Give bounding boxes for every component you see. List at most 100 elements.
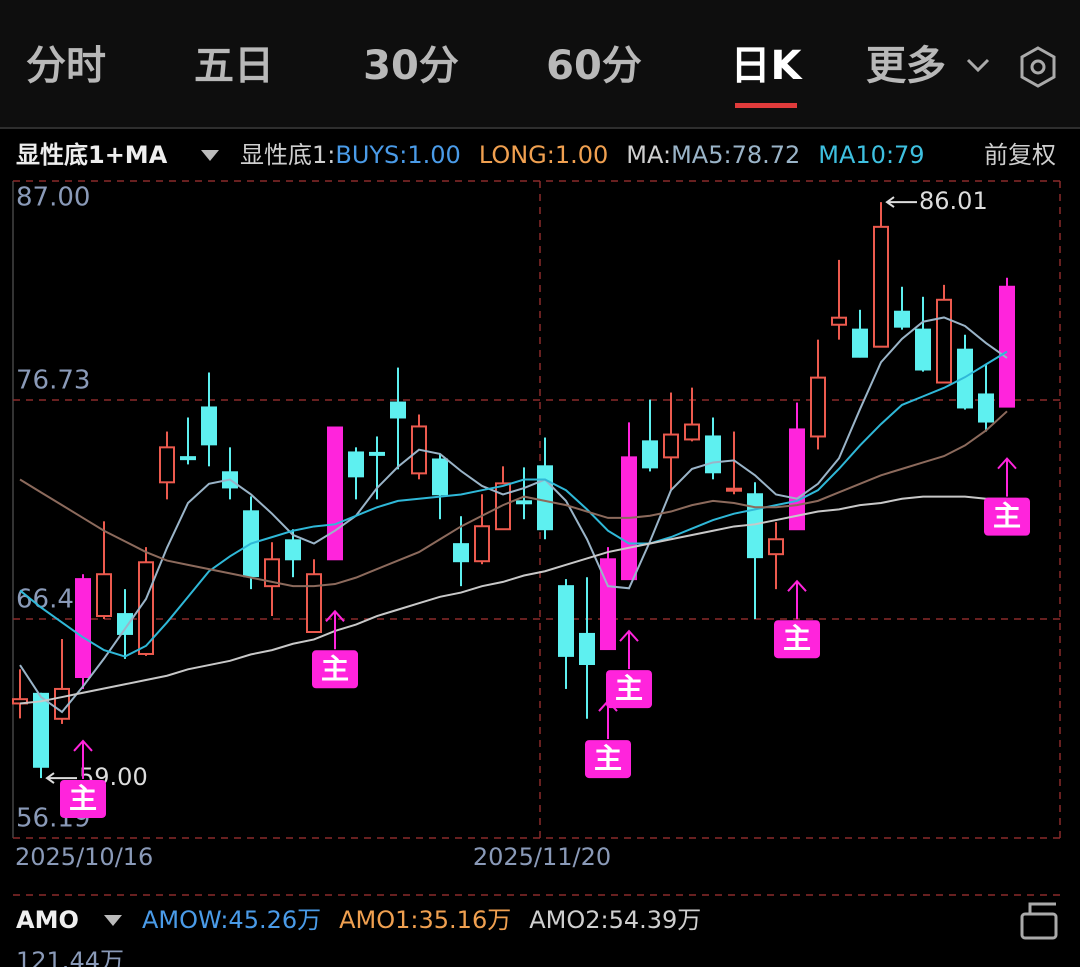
adjust-mode[interactable]: 前复权 bbox=[984, 141, 1056, 169]
candle-body bbox=[306, 573, 322, 634]
signal-arrowhead bbox=[787, 579, 807, 592]
indicator-name[interactable]: 显性底1+MA bbox=[16, 141, 168, 169]
candle-body bbox=[159, 446, 175, 484]
indicator-value: LONG:1.00 bbox=[479, 141, 608, 169]
candle-body bbox=[684, 423, 700, 441]
candle-body bbox=[33, 692, 49, 768]
candle-body bbox=[180, 456, 196, 461]
candle-body bbox=[558, 585, 574, 657]
tab[interactable]: 分时 bbox=[26, 43, 106, 89]
tab-underline bbox=[735, 103, 797, 108]
signal-badge bbox=[774, 620, 820, 659]
candle-body bbox=[663, 433, 679, 459]
tab[interactable]: 30分 bbox=[363, 43, 459, 89]
signal-badge bbox=[606, 670, 652, 709]
candle-body bbox=[978, 393, 994, 423]
y-tick-label: 76.73 bbox=[16, 366, 90, 396]
candle-body bbox=[600, 558, 616, 651]
signal-badge bbox=[60, 779, 106, 818]
expand-box bbox=[1020, 912, 1058, 940]
tab[interactable]: 更多 bbox=[866, 43, 946, 89]
expand-corner bbox=[1028, 902, 1056, 914]
indicator-value: AMO2:54.39万 bbox=[529, 906, 701, 934]
extreme-label: 86.01 bbox=[919, 187, 988, 215]
candle-body bbox=[726, 487, 742, 492]
more-chevron[interactable] bbox=[966, 58, 990, 73]
x-tick-label: 2025/11/20 bbox=[473, 843, 611, 871]
indicator-value: BUYS:1.00 bbox=[335, 141, 460, 169]
candle-body bbox=[642, 440, 658, 469]
extreme-arrowhead bbox=[885, 196, 895, 208]
candle-body bbox=[495, 482, 511, 531]
volume-dropdown[interactable] bbox=[104, 915, 122, 926]
candle-body bbox=[516, 500, 532, 505]
volume-name[interactable]: AMO bbox=[16, 906, 79, 934]
candle-body bbox=[54, 687, 70, 720]
candle-body bbox=[285, 539, 301, 561]
indicator-value: AMO1:35.16万 bbox=[339, 906, 511, 934]
candle-body bbox=[75, 578, 91, 679]
tab[interactable]: 日K bbox=[731, 43, 804, 89]
signal-label: 主 bbox=[993, 500, 1021, 533]
ma-line bbox=[19, 495, 1007, 705]
candle-body bbox=[264, 558, 280, 588]
indicator-value: MA10:79 bbox=[818, 141, 924, 169]
candle-body bbox=[201, 406, 217, 446]
candle-body bbox=[369, 451, 385, 456]
signal-badge bbox=[984, 497, 1030, 536]
indicator-dropdown[interactable] bbox=[201, 150, 219, 161]
candle-body bbox=[831, 316, 847, 326]
signal-arrowhead bbox=[619, 629, 639, 642]
candle-body bbox=[474, 525, 490, 563]
candle-body bbox=[999, 285, 1015, 408]
extreme-arrowhead bbox=[45, 772, 55, 784]
candle-body bbox=[936, 298, 952, 384]
settings-icon[interactable] bbox=[1020, 46, 1056, 88]
indicator-value: MA5:78.72 bbox=[671, 141, 800, 169]
tab-bar bbox=[0, 0, 1080, 127]
candle-body bbox=[852, 328, 868, 358]
signal-badge bbox=[585, 740, 631, 779]
volume-axis-label: 121.44万 bbox=[16, 947, 124, 967]
ma-line bbox=[19, 316, 1008, 714]
x-tick-label: 2025/10/16 bbox=[15, 843, 153, 871]
y-tick-label: 87.00 bbox=[16, 183, 90, 213]
settings-hex bbox=[1020, 46, 1056, 88]
signal-arrowhead bbox=[73, 739, 93, 752]
signal-arrowhead bbox=[325, 609, 345, 622]
tab[interactable]: 60分 bbox=[546, 43, 642, 89]
candle-body bbox=[810, 376, 826, 438]
ma-line bbox=[19, 410, 1008, 588]
indicator-value: AMOW:45.26万 bbox=[142, 906, 321, 934]
candle-body bbox=[327, 426, 343, 561]
signal-label: 主 bbox=[615, 672, 643, 705]
candle-body bbox=[768, 538, 784, 556]
ma-line bbox=[19, 350, 1008, 658]
signal-label: 主 bbox=[783, 622, 811, 655]
candle-body bbox=[957, 348, 973, 409]
candle-body bbox=[453, 543, 469, 563]
candle-body bbox=[915, 328, 931, 371]
candle-body bbox=[579, 632, 595, 665]
candle-body bbox=[705, 435, 721, 474]
candle-body bbox=[894, 310, 910, 328]
tab[interactable]: 五日 bbox=[194, 43, 274, 89]
signal-arrowhead bbox=[997, 457, 1017, 470]
expand-icon[interactable] bbox=[1020, 902, 1058, 940]
candle-body bbox=[873, 225, 889, 348]
signal-label: 主 bbox=[69, 782, 97, 815]
candle-body bbox=[96, 573, 112, 618]
candle-body bbox=[348, 451, 364, 478]
indicator-value: 显性底1: bbox=[240, 141, 335, 169]
indicator-value: MA: bbox=[626, 141, 671, 169]
candle-body bbox=[117, 613, 133, 635]
candle-body bbox=[432, 458, 448, 496]
candle-body bbox=[390, 401, 406, 419]
candle-body bbox=[537, 465, 553, 531]
signal-label: 主 bbox=[594, 742, 622, 775]
signal-label: 主 bbox=[321, 652, 349, 685]
settings-dot bbox=[1030, 59, 1046, 75]
signal-badge bbox=[312, 650, 358, 689]
